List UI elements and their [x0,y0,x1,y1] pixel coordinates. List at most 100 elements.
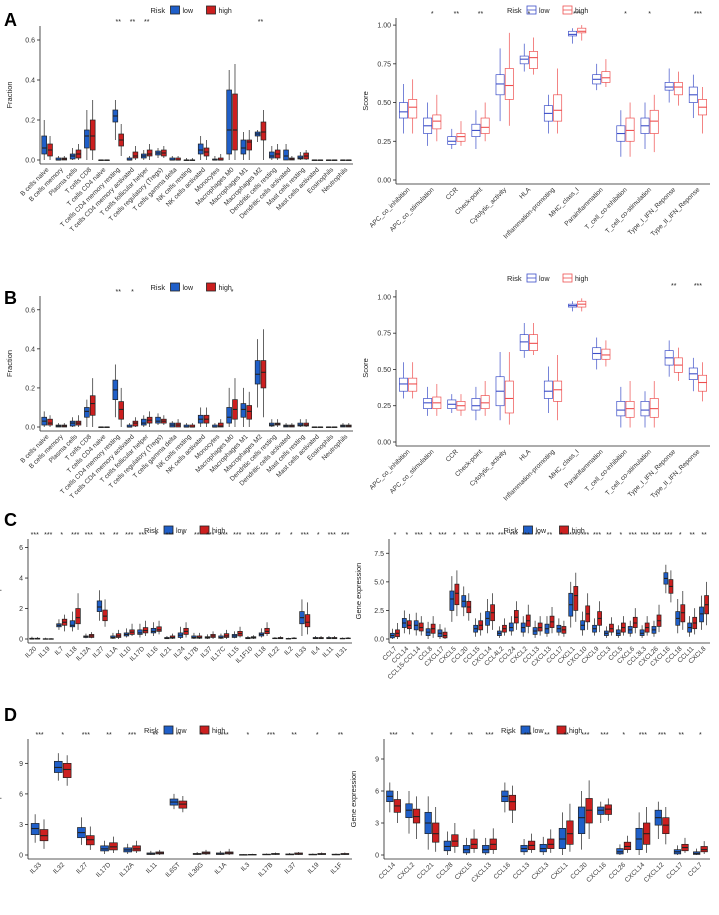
significance-label: * [61,732,64,739]
box-high [620,616,626,636]
box-low [501,782,509,813]
box-high [142,620,149,636]
box-body [254,360,261,385]
significance-label: ** [153,732,159,739]
box-body [699,606,704,623]
box-high [643,807,651,853]
box-high [601,340,611,367]
box-low [423,102,433,146]
significance-label: *** [522,532,530,539]
significance-label: * [316,732,319,739]
y-axis-label: Gene expression [354,563,363,620]
box-high [294,851,303,855]
y-axis-label: Score [361,358,370,378]
significance-label: * [60,532,63,539]
box-low [615,625,621,638]
box-high [698,362,707,402]
y-tick-label: 0.50 [377,100,391,107]
box-low [539,836,547,855]
y-axis-label: Fraction [5,81,14,108]
box-low [577,791,586,850]
significance-label: ** [671,283,677,290]
legend-key-low [523,525,533,535]
box-high [502,618,507,636]
box-low [699,595,704,630]
box-low [311,426,318,428]
y-tick-label: 7.5 [374,551,384,558]
x-tick-label: IL11 [145,861,159,875]
y-axis-label: Gene expression [0,771,2,828]
significance-label: * [200,732,203,739]
box-low [340,159,346,161]
box-body [519,334,529,351]
box-low [197,407,204,427]
box-body [432,114,442,130]
significance-label: ** [468,732,474,739]
y-tick-label: 2 [19,606,23,613]
box-low [482,837,490,855]
significance-label: ** [606,532,612,539]
box-low [96,590,103,621]
x-tick-label: IL1A [105,645,120,660]
box-high [146,411,153,427]
significance-label: ** [275,532,281,539]
box-low [339,637,346,640]
y-tick-label: 4 [19,576,23,583]
box-low [69,417,76,427]
box-high [175,419,181,428]
box-high [217,154,224,161]
box-high [673,347,683,382]
box-low [461,586,467,617]
box-high [203,407,210,427]
box-low [55,156,62,161]
x-tick-label: IL17D [129,645,147,663]
x-tick-label: IL36G [187,861,205,879]
box-high [331,635,338,640]
box-body [197,143,204,155]
significance-label: ** [291,732,297,739]
box-body [102,609,108,622]
legend-key-high [559,525,569,535]
legend-title: Risk [151,283,166,292]
box-low [29,636,35,640]
box-high [271,852,280,855]
significance-label: ** [176,732,182,739]
legend-title: Risk [507,6,522,15]
box-body [519,55,529,65]
box-low [424,796,432,850]
box-high [232,64,238,160]
box-high [161,415,167,426]
box-low [164,635,170,640]
y-tick-label: 0 [375,853,379,860]
box-high [178,795,188,813]
significance-label: *** [581,532,589,539]
significance-label: * [155,532,158,539]
box-low [98,159,104,161]
significance-label: *** [166,532,174,539]
box-body [399,102,408,119]
significance-label: * [619,532,622,539]
significance-label: * [246,732,249,739]
legend-label-high: high [212,728,225,735]
x-tick-label: IL7 [54,645,66,657]
box-low [226,387,232,427]
significance-label: *** [573,11,581,18]
box-high [86,826,95,850]
significance-label: *** [341,532,349,539]
box-low [169,793,179,810]
significance-label: * [431,11,434,18]
box-high [597,601,602,633]
box-low [146,850,156,855]
box-high [346,423,352,428]
significance-label: * [527,11,530,18]
y-tick-label: 0.25 [377,139,391,146]
x-tick-label: IL27 [92,645,106,659]
box-low [654,801,662,839]
box-high [513,601,519,630]
box-low [495,352,505,421]
box-low [568,28,578,44]
x-tick-label: CXCL16 [585,861,608,884]
legend: Risk low high [507,273,588,283]
box-high [489,828,497,854]
box-low [123,628,130,638]
